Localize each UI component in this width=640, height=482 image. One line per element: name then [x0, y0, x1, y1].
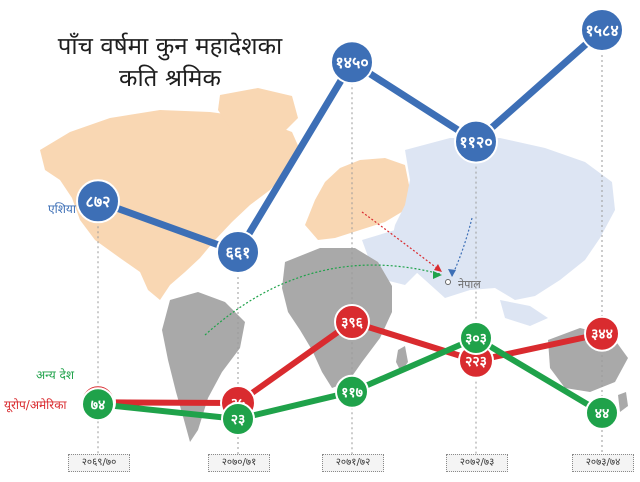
data-label-other: ४४: [595, 406, 610, 422]
chart-title: पाँच वर्षमा कुन महादेशका कति श्रमिक: [40, 30, 300, 94]
nepal-marker: [445, 279, 451, 285]
data-label-asia: ८७२: [86, 192, 111, 211]
europe-shape: [305, 158, 410, 240]
data-label-other: २३: [231, 412, 246, 428]
series-label-other: अन्य देश: [36, 368, 75, 382]
arrowhead-blue: [448, 269, 456, 277]
data-point-other: [335, 374, 369, 409]
new-zealand-shape: [618, 392, 628, 412]
arrowhead-green: [433, 271, 442, 279]
data-label-europe-america: २२३: [465, 354, 487, 370]
flow-arrow-americas: [204, 264, 441, 336]
arrowhead-red: [434, 264, 442, 272]
north-america-shape: [40, 110, 300, 300]
series-label-asia: एशिया: [48, 202, 76, 216]
asia-shape: [390, 138, 615, 300]
x-tick-label: २०७३/७४: [572, 454, 634, 472]
data-label-europe-america: ३४४: [591, 327, 613, 343]
x-tick-label: २०६९/७०: [68, 454, 130, 472]
data-point-other: [585, 395, 619, 430]
data-label-other: ७४: [91, 397, 106, 413]
data-point-europe-america: [584, 315, 620, 352]
data-label-europe-america: ३९६: [341, 315, 364, 331]
sea-islands-shape: [500, 300, 548, 326]
data-point-asia: [580, 8, 624, 52]
greenland-shape: [218, 88, 298, 140]
data-label-other: ११७: [341, 385, 363, 401]
data-label-other: ३०३: [465, 331, 487, 347]
data-label-asia: ११२०: [459, 132, 492, 151]
data-label-asia: १५८४: [585, 21, 618, 40]
data-point-other: [81, 387, 115, 422]
madagascar-shape: [396, 346, 408, 372]
data-label-asia: ६६१: [226, 243, 251, 262]
x-tick-label: २०७१/७२: [322, 454, 384, 472]
nepal-label: नेपाल: [458, 278, 481, 291]
data-point-asia: [454, 119, 498, 164]
x-tick-label: २०७२/७३: [446, 454, 508, 472]
data-point-asia: [216, 230, 260, 274]
data-point-other: [459, 321, 493, 355]
chart-title-line-2: कति श्रमिक: [119, 64, 221, 92]
data-point-europe-america: [334, 304, 370, 340]
flow-arrow-europe: [361, 211, 443, 273]
series-label-europe-america: यूरोप/अमेरिका: [4, 398, 67, 412]
x-tick-label: २०७०/७१: [208, 454, 270, 472]
data-point-asia: [76, 179, 120, 224]
data-point-other: [221, 402, 255, 436]
data-label-asia: १४५०: [335, 53, 368, 72]
chart-title-line-1: पाँच वर्षमा कुन महादेशका: [57, 32, 283, 60]
data-point-asia: [330, 40, 374, 85]
